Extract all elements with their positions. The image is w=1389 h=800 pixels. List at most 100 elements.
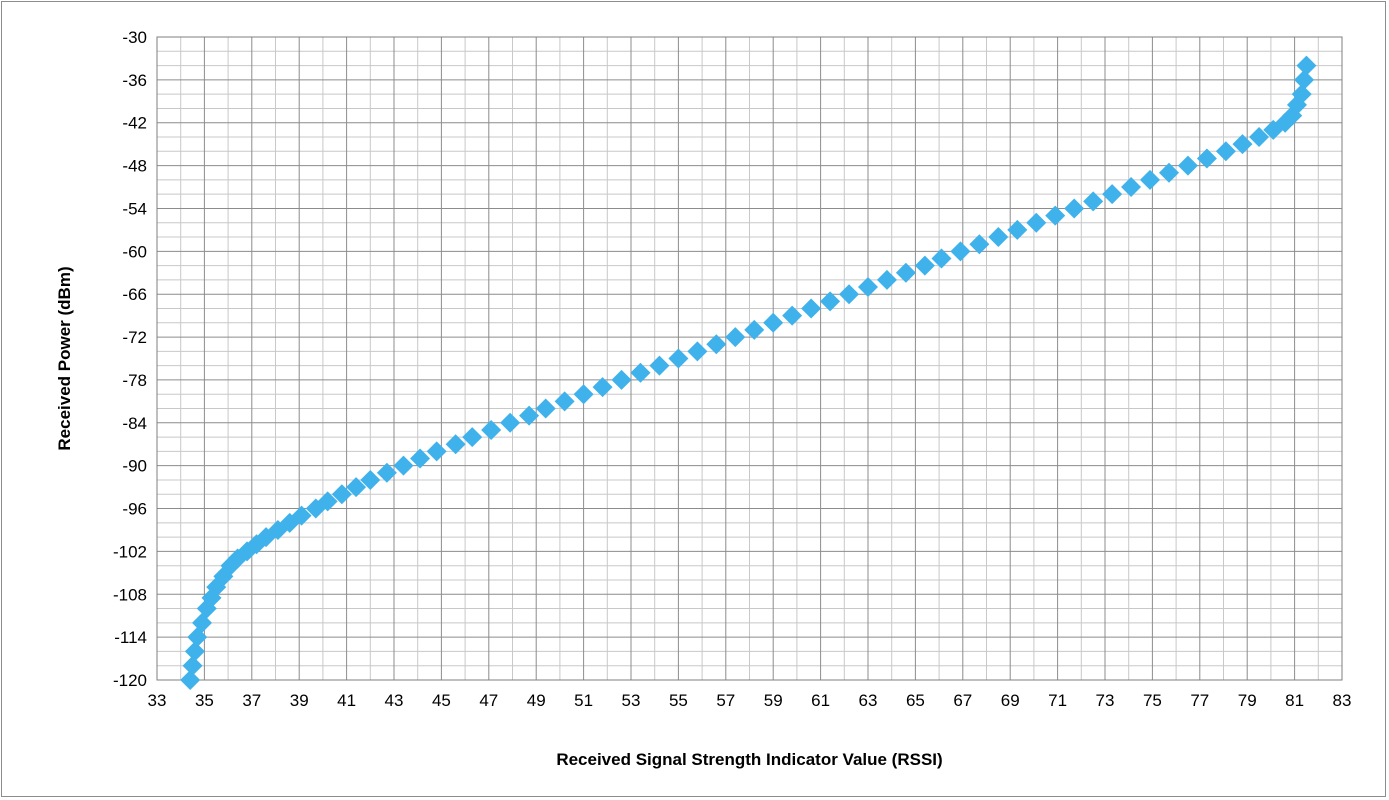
data-point: [820, 291, 841, 312]
data-point: [1232, 134, 1253, 155]
minor-gridlines: [157, 37, 1342, 680]
x-tick-label: 37: [242, 691, 261, 710]
data-point: [1196, 148, 1217, 169]
x-tick-label: 79: [1238, 691, 1257, 710]
y-tick-label: -78: [122, 371, 147, 390]
data-point: [687, 341, 708, 362]
x-tick-label: 51: [574, 691, 593, 710]
data-point: [914, 255, 935, 276]
data-point: [1158, 162, 1179, 183]
data-point: [801, 298, 822, 319]
y-tick-label: -84: [122, 414, 147, 433]
data-point: [317, 491, 338, 512]
data-point: [291, 505, 312, 526]
x-tick-label: 69: [1001, 691, 1020, 710]
data-point: [182, 655, 203, 676]
plot-area-border: [156, 36, 1343, 681]
x-tick-label: 59: [764, 691, 783, 710]
data-point: [668, 348, 689, 369]
data-point: [1102, 184, 1123, 205]
y-tick-label: -96: [122, 500, 147, 519]
x-tick-label: 71: [1048, 691, 1067, 710]
y-tick-label: -60: [122, 242, 147, 261]
x-tick-label: 63: [859, 691, 878, 710]
data-point: [950, 241, 971, 262]
data-point: [180, 670, 201, 690]
data-point: [1215, 141, 1236, 162]
x-tick-label: 35: [195, 691, 214, 710]
data-point: [184, 641, 205, 662]
y-tick-label: -42: [122, 114, 147, 133]
x-tick-label: 49: [527, 691, 546, 710]
x-tick-label: 77: [1190, 691, 1209, 710]
data-point: [1294, 69, 1315, 90]
x-tick-label: 47: [479, 691, 498, 710]
data-point: [331, 484, 352, 505]
data-point: [969, 234, 990, 255]
y-tick-label: -114: [114, 628, 147, 647]
data-point: [1007, 219, 1028, 240]
y-tick-label: -36: [122, 71, 147, 90]
x-tick-label: 41: [337, 691, 356, 710]
data-point: [1083, 191, 1104, 212]
y-tick-label: -108: [113, 585, 147, 604]
y-tick-label: -66: [122, 285, 147, 304]
data-point: [445, 434, 466, 455]
data-point: [1249, 127, 1270, 148]
data-point: [426, 441, 447, 462]
data-point: [410, 448, 431, 469]
data-point: [839, 284, 860, 305]
data-point: [876, 269, 897, 290]
data-point: [554, 391, 575, 412]
data-point: [346, 477, 367, 498]
x-tick-label: 75: [1143, 691, 1162, 710]
x-tick-label: 67: [953, 691, 972, 710]
y-tick-label: -90: [122, 457, 147, 476]
data-point: [500, 412, 521, 433]
data-point: [763, 312, 784, 333]
y-tick-label: -72: [122, 328, 147, 347]
data-point: [573, 384, 594, 405]
data-point: [462, 427, 483, 448]
data-point: [1291, 84, 1312, 105]
data-point: [481, 419, 502, 440]
data-point: [725, 327, 746, 348]
x-tick-label: 45: [432, 691, 451, 710]
x-tick-label: 73: [1096, 691, 1115, 710]
data-point: [1064, 198, 1085, 219]
data-point: [931, 248, 952, 269]
x-tick-label: 61: [811, 691, 830, 710]
data-point: [535, 398, 556, 419]
data-point: [782, 305, 803, 326]
data-point: [611, 369, 632, 390]
data-point: [1121, 177, 1142, 198]
data-point: [1026, 212, 1047, 233]
y-axis-title: Received Power (dBm): [55, 266, 74, 450]
y-tick-label: -120: [113, 671, 147, 690]
data-point: [988, 227, 1009, 248]
x-axis-tick-labels: 33 35 37 39 41 43 45 47 49 51 53 55 57 59 61 63 65 67 69 71…: [148, 691, 1352, 710]
x-tick-label: 57: [716, 691, 735, 710]
data-point: [519, 405, 540, 426]
y-tick-label: -48: [122, 157, 147, 176]
x-tick-label: 43: [385, 691, 404, 710]
data-point: [393, 455, 414, 476]
y-tick-label: -102: [113, 542, 147, 561]
data-point: [1045, 205, 1066, 226]
data-point: [858, 277, 878, 298]
data-point: [1296, 55, 1317, 76]
data-point: [360, 469, 381, 490]
data-point: [706, 334, 727, 355]
data-point: [592, 377, 613, 398]
data-markers: [180, 55, 1317, 690]
data-point: [1140, 169, 1161, 190]
data-point: [649, 355, 670, 376]
data-point: [895, 262, 916, 283]
x-tick-label: 65: [906, 691, 925, 710]
y-axis-tick-labels: -30 -36 -42 -48 -54 -60 -66 -72 -78 -84 -90 -96 -102…: [113, 28, 147, 690]
x-axis-title: Received Signal Strength Indicator Value…: [556, 750, 942, 769]
x-tick-label: 83: [1333, 691, 1352, 710]
x-tick-label: 55: [669, 691, 688, 710]
x-tick-label: 33: [148, 691, 167, 710]
